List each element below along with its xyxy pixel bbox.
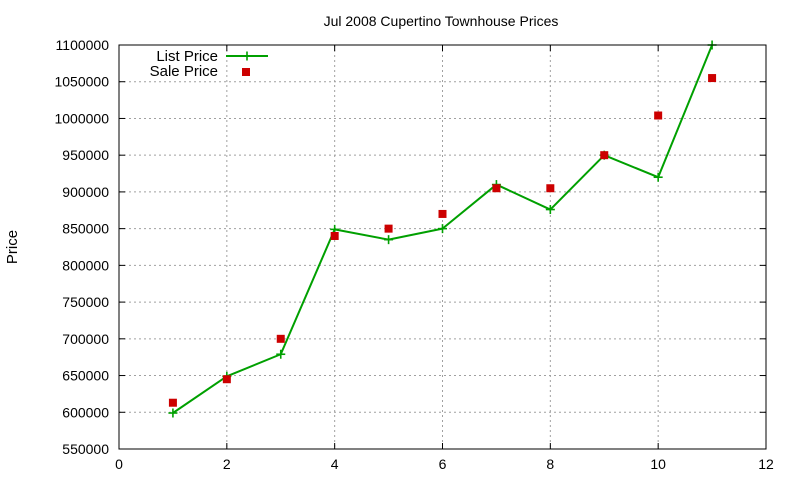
data-point	[545, 205, 555, 215]
y-tick-label: 700000	[62, 331, 109, 347]
y-tick-label: 1000000	[54, 110, 109, 126]
data-point	[492, 184, 501, 193]
y-tick-label: 850000	[62, 221, 109, 237]
x-tick-label: 8	[546, 456, 554, 472]
y-tick-label: 1100000	[56, 37, 110, 53]
data-point	[330, 231, 339, 240]
y-tick-label: 1050000	[54, 74, 109, 90]
x-tick-label: 4	[331, 456, 339, 472]
data-point	[168, 398, 177, 407]
axis-ticks: 0 2 4 6 8 10 12 550000 600000 650000 700000 750000 8…	[54, 37, 774, 472]
plot-series	[168, 40, 717, 418]
data-point	[438, 224, 447, 234]
legend: List Price Sale Price	[150, 48, 268, 80]
data-point	[276, 334, 285, 343]
y-tick-label: 650000	[62, 368, 109, 384]
x-tick-label: 0	[115, 456, 123, 472]
chart-title: Jul 2008 Cupertino Townhouse Prices	[324, 13, 559, 29]
data-point	[222, 375, 231, 384]
data-point	[708, 74, 717, 83]
legend-swatch-list-price	[226, 51, 268, 61]
x-tick-label: 10	[650, 456, 666, 472]
data-point	[438, 209, 447, 218]
legend-marker	[242, 51, 252, 61]
data-point	[546, 184, 555, 193]
grid	[119, 45, 766, 449]
y-tick-label: 750000	[62, 294, 109, 310]
x-tick-label: 2	[223, 456, 231, 472]
x-tick-label: 12	[758, 456, 774, 472]
data-point	[168, 408, 178, 418]
series-sale-price	[168, 74, 717, 407]
data-point	[653, 172, 663, 182]
data-point	[654, 111, 663, 120]
legend-swatch-sale-price	[242, 68, 250, 76]
data-point	[600, 151, 609, 160]
y-tick-label: 900000	[62, 184, 109, 200]
y-tick-label: 800000	[62, 257, 109, 273]
legend-label-list-price: List Price	[156, 48, 218, 65]
data-point	[384, 224, 393, 233]
y-tick-label: 600000	[62, 404, 109, 420]
legend-marker	[242, 68, 250, 76]
data-point	[384, 235, 394, 245]
legend-label-sale-price: Sale Price	[150, 63, 218, 80]
data-point	[276, 349, 286, 359]
x-tick-label: 6	[439, 456, 447, 472]
y-axis-label: Price	[4, 230, 21, 264]
y-tick-label: 550000	[62, 441, 109, 457]
y-tick-label: 950000	[62, 147, 109, 163]
